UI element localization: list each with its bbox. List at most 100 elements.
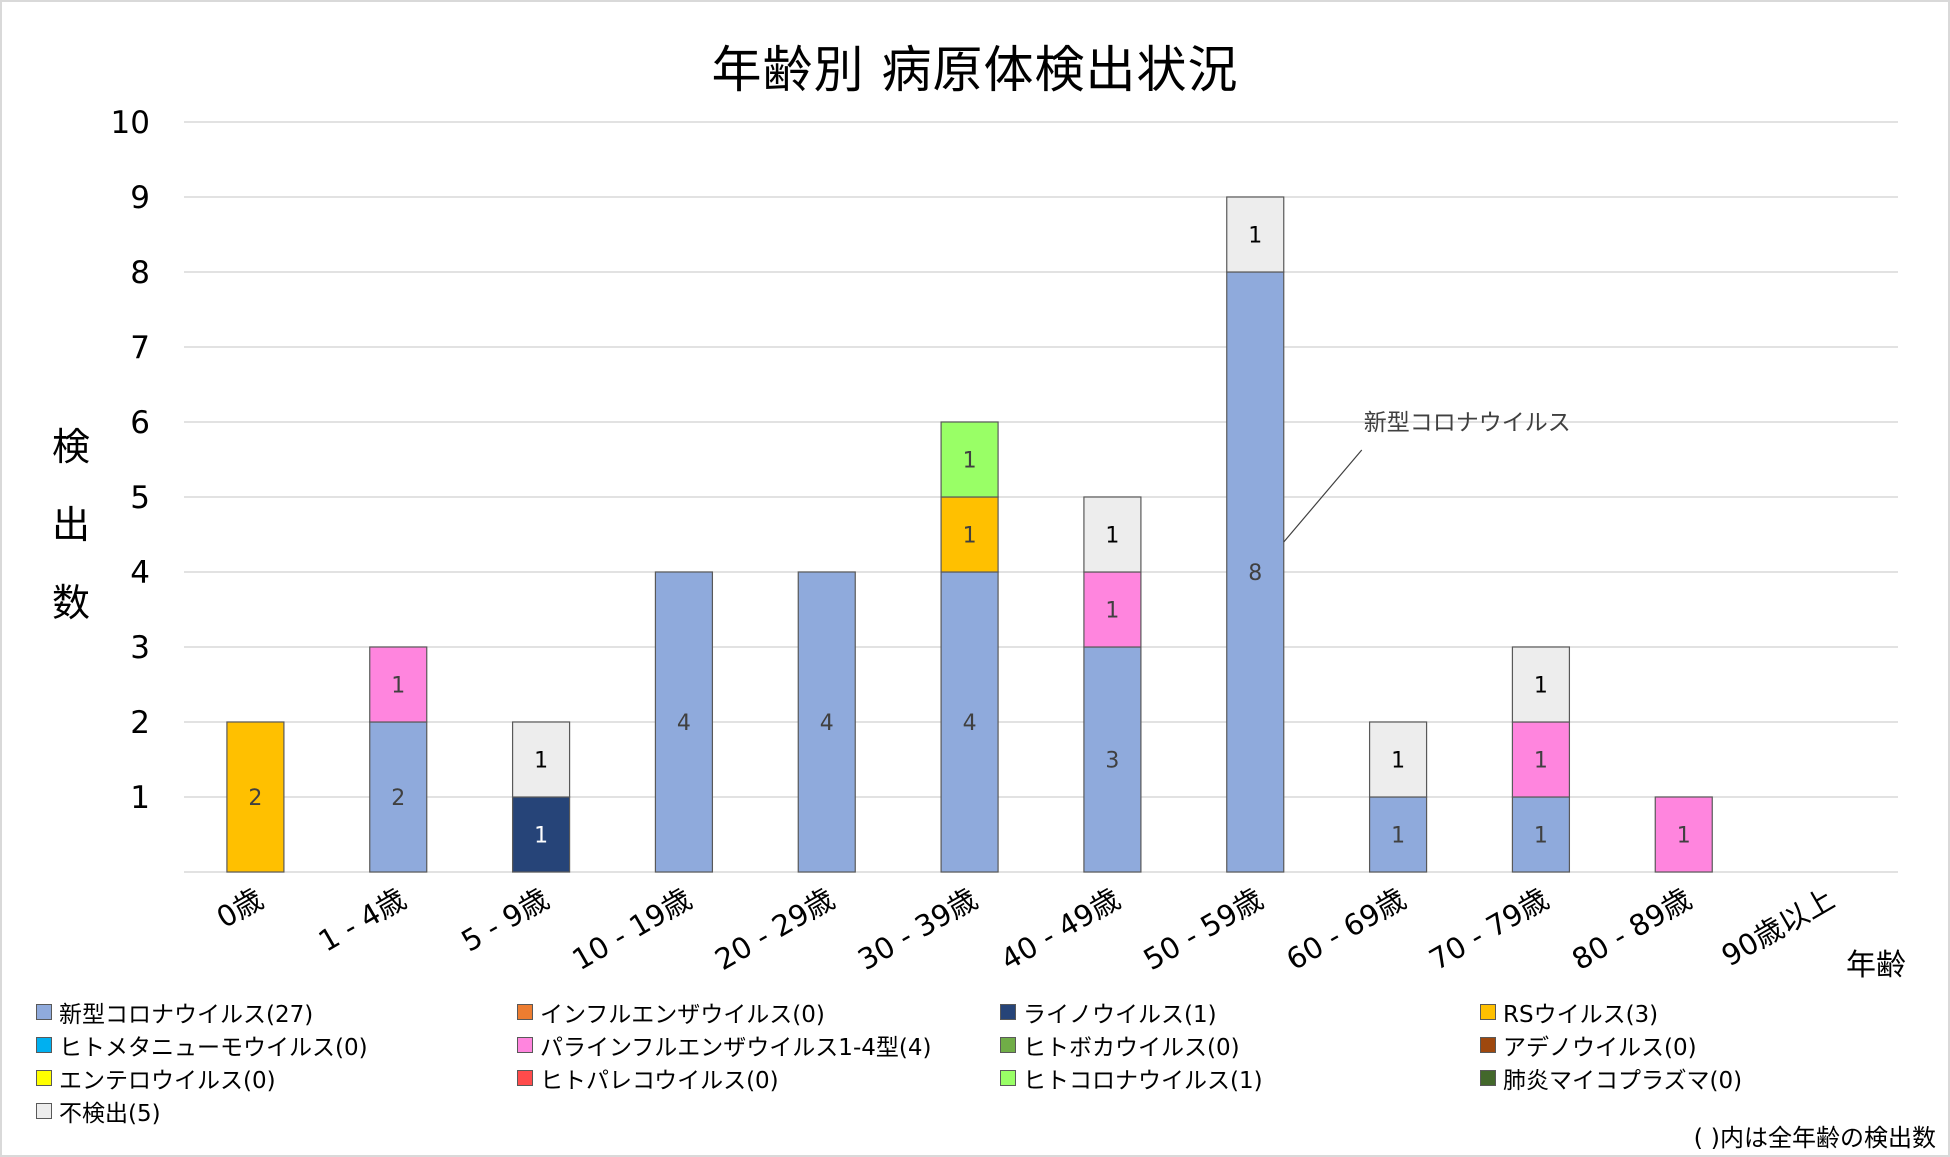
bar-segment (1368, 721, 1428, 798)
bar-segment (1226, 196, 1285, 273)
y-tick-label: 7 (130, 330, 150, 366)
x-tick-labels: 0歳 1 - 4歳 5 - 9歳 10 - 19歳 20 - 29歳 30 - 39歳 40… (211, 882, 1840, 977)
legend-label: 不検出(5) (59, 1100, 161, 1127)
legend-swatch (1480, 1036, 1496, 1053)
y-axis-title-char: 数 (51, 581, 90, 625)
x-tick-label: 1 - 4歳 (313, 882, 412, 959)
legend-label: 新型コロナウイルス(27) (59, 1001, 314, 1028)
bars (226, 196, 1713, 873)
y-axis-title: 検出数 (46, 408, 96, 642)
data-label: 8 (1248, 561, 1262, 586)
legend-item: パラインフルエンザウイルス1-4型(4) (517, 1028, 931, 1061)
bar-segment (1083, 496, 1142, 573)
legend-label: ライノウイルス(1) (1023, 1001, 1217, 1028)
x-tick-label: 20 - 29歳 (709, 882, 840, 977)
bar-segment (1511, 721, 1571, 798)
data-label: 2 (248, 786, 262, 811)
annotations: 新型コロナウイルス (1283, 410, 1571, 543)
legend-swatch (36, 1036, 52, 1053)
legend-label: アデノウイルス(0) (1503, 1034, 1697, 1061)
legend-label: ヒトボカウイルス(0) (1023, 1034, 1240, 1061)
data-label: 1 (1391, 824, 1405, 849)
legend-swatch (1000, 1003, 1016, 1020)
data-label: 1 (1105, 599, 1119, 624)
legend-label: ヒトメタニューモウイルス(0) (59, 1034, 368, 1061)
legend-swatch (1000, 1069, 1016, 1086)
legend-label: インフルエンザウイルス(0) (540, 1001, 825, 1028)
data-label: 1 (1534, 749, 1548, 774)
x-tick-label: 40 - 49歳 (995, 882, 1126, 977)
data-label: 1 (1248, 224, 1262, 249)
x-tick-label: 50 - 59歳 (1138, 882, 1269, 977)
footnote: ( )内は全年齢の検出数 (1693, 1124, 1936, 1152)
y-tick-label: 6 (130, 405, 150, 441)
data-label: 1 (534, 824, 548, 849)
x-tick-label: 5 - 9歳 (455, 882, 554, 959)
data-label: 2 (391, 786, 405, 811)
legend-swatch (517, 1036, 533, 1053)
legend-item: ヒトボカウイルス(0) (1000, 1028, 1240, 1061)
y-tick-label: 2 (130, 705, 150, 741)
bar-segment (1654, 796, 1713, 873)
bar-segment (1511, 646, 1571, 723)
bar-segment (1511, 796, 1571, 873)
bar-segment (1368, 796, 1428, 873)
legend-item: RSウイルス(3) (1480, 995, 1658, 1028)
legend-swatch (36, 1102, 52, 1119)
legend-item: ヒトパレコウイルス(0) (517, 1061, 779, 1094)
bar-segment (797, 571, 856, 873)
legend-swatch (517, 1003, 533, 1020)
annotation-label: 新型コロナウイルス (1364, 410, 1571, 436)
x-tick-label: 0歳 (211, 882, 269, 935)
data-label: 4 (963, 711, 977, 736)
legend-item: 肺炎マイコプラズマ(0) (1480, 1061, 1742, 1094)
data-label: 3 (1105, 749, 1119, 774)
legend-item: インフルエンザウイルス(0) (517, 995, 825, 1028)
legend-label: ヒトパレコウイルス(0) (540, 1067, 779, 1094)
bar-segment (369, 646, 428, 723)
x-axis-title: 年齢 (1846, 948, 1906, 983)
legend-swatch (1480, 1003, 1496, 1020)
legend-label: 肺炎マイコプラズマ(0) (1503, 1067, 1743, 1094)
legend-swatch (1000, 1036, 1016, 1053)
legend-swatch (1480, 1069, 1496, 1086)
bar-segment (511, 796, 571, 873)
data-label: 4 (820, 711, 834, 736)
chart-title: 年齢別 病原体検出状況 (711, 41, 1239, 99)
bar-segment (511, 721, 571, 798)
data-label: 1 (1534, 824, 1548, 849)
y-tick-label: 5 (130, 480, 150, 516)
x-tick-label: 30 - 39歳 (852, 882, 983, 977)
data-label: 1 (534, 749, 548, 774)
legend-swatch (36, 1069, 52, 1086)
x-tick-label: 70 - 79歳 (1423, 882, 1554, 977)
legend-swatch (517, 1069, 533, 1086)
y-tick-label: 9 (130, 180, 150, 216)
x-tick-label: 90歳以上 (1716, 882, 1840, 973)
legend-item: ヒトメタニューモウイルス(0) (36, 1028, 368, 1061)
x-tick-label: 60 - 69歳 (1281, 882, 1412, 977)
y-axis-title-char: 検 (51, 425, 90, 469)
bar-segment (1083, 571, 1142, 648)
legend-item: 不検出(5) (36, 1094, 161, 1127)
data-label: 1 (1391, 749, 1405, 774)
y-tick-label: 3 (130, 630, 150, 666)
data-label: 1 (963, 449, 977, 474)
legend-swatch (36, 1003, 52, 1020)
bar-segment (940, 571, 999, 873)
data-label: 1 (963, 524, 977, 549)
y-tick-label: 1 (130, 780, 150, 816)
legend-label: エンテロウイルス(0) (59, 1067, 276, 1094)
data-label: 1 (1677, 824, 1691, 849)
bar-segment (940, 421, 999, 498)
gridlines (184, 121, 1898, 873)
data-label: 4 (677, 711, 691, 736)
legend-item: エンテロウイルス(0) (36, 1061, 276, 1094)
y-axis-title-char: 出 (51, 503, 90, 547)
data-label: 1 (1105, 524, 1119, 549)
y-tick-label: 8 (130, 255, 150, 291)
bar-segment (369, 721, 428, 873)
y-tick-label: 4 (130, 555, 150, 591)
